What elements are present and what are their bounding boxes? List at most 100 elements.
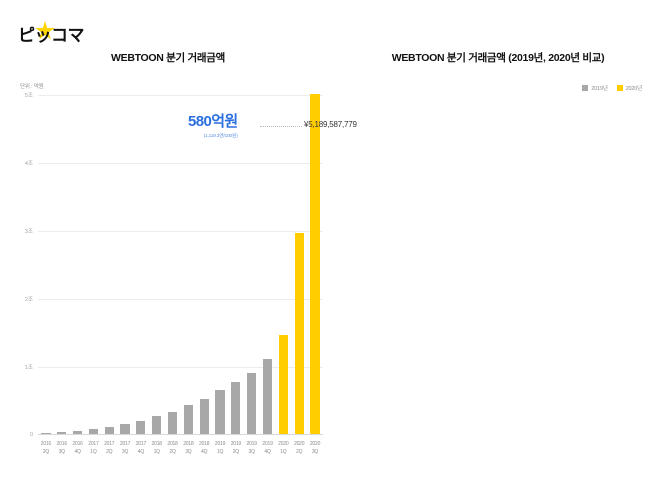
left-bar-series [38,94,323,434]
bar-slot [117,95,133,434]
x-axis-label: 2017 1Q [85,441,101,456]
x-axis-label: 2019 2Q [228,441,244,456]
bar [104,427,114,434]
x-label-quarter: 1Q [216,448,224,455]
bar-slot [133,95,149,434]
x-label-year: 2018 [199,441,210,447]
left-callout: 580억원 (1,119.3엔/100원) [188,113,238,139]
piccoma-logo: ピッコマ [18,21,85,45]
legend-label: 2019년 [591,86,608,92]
bar-slot [307,94,323,434]
x-label-quarter: 4Q [201,448,208,455]
bar [167,411,178,434]
bar [152,416,162,434]
bar-slot [54,95,70,434]
x-axis-label: 2020 3Q [307,441,323,456]
x-label-quarter: 3Q [248,448,255,455]
bar [310,94,320,434]
x-label-year: 2018 [167,441,178,447]
bar [72,430,83,434]
gridline [38,299,323,300]
x-label-year: 2018 [151,441,163,447]
x-label-quarter: 2Q [42,448,50,455]
legend-item[interactable]: 2019년 [582,84,608,92]
x-label-year: 2020 [309,441,321,447]
x-label-year: 2016 [56,441,68,447]
bar [57,431,67,434]
bar-slot [101,95,117,434]
bar [183,405,193,434]
x-label-quarter: 3Q [121,448,129,455]
bar [278,335,288,434]
bar-slot [70,95,86,434]
bar [120,424,130,434]
x-axis-label: 2020 1Q [275,441,291,456]
x-axis-label: 2018 3Q [180,441,196,456]
x-axis-label: 2018 4Q [196,441,212,456]
x-axis-label: 2016 4Q [70,441,86,456]
bar [199,398,209,434]
left-x-axis-labels: 2016 2Q 2016 3Q 2016 4Q 2017 1Q 2017 2Q 2017 3Q 2017… [38,441,323,456]
bar [215,390,225,434]
x-axis-label: 2017 3Q [117,441,133,456]
bar [136,421,146,434]
y-axis-tick: 5조 [24,93,33,99]
x-axis-label: 2016 2Q [38,441,54,456]
x-label-year: 2019 [214,441,226,447]
left-axis-line [38,434,323,435]
x-label-quarter: 2Q [232,448,239,455]
y-axis-tick: 0 [29,432,33,438]
x-label-year: 2019 [246,441,258,447]
bar-slot [291,95,307,434]
x-label-quarter: 3Q [185,448,192,455]
legend-label: 2020년 [625,86,643,92]
left-unit-label: 단위 : 억원 [20,84,44,90]
x-label-year: 2017 [88,441,99,447]
y-axis-tick: 3조 [24,229,33,235]
legend-item[interactable]: 2020년 [616,84,643,92]
x-label-year: 2019 [262,441,273,447]
bar-slot [85,95,101,434]
gridline [38,163,323,164]
x-label-quarter: 2Q [169,448,176,455]
y-axis-tick: 4조 [24,161,33,167]
bar [262,359,273,434]
logo-text: ピッコマ [18,25,85,45]
x-label-quarter: 4Q [137,448,145,455]
x-label-year: 2020 [294,441,305,447]
bar-slot [260,95,276,434]
x-label-year: 2017 [119,441,131,447]
x-label-quarter: 4Q [264,448,271,455]
right-chart-title: WEBTOON 분기 거래금액 (2019년, 2020년 비교) [391,52,605,64]
x-label-quarter: 3Q [311,448,319,455]
left-plot-area: 0 1조 2조 3조 4조 5조 2016 2Q 2016 3Q 2016 4Q 2017 1Q 2017… [25,93,357,455]
x-label-year: 2017 [135,441,147,447]
x-axis-label: 2017 2Q [101,441,117,456]
bar [41,432,51,434]
legend-swatch [582,85,589,91]
right-chart-panel: WEBTOON 분기 거래금액 (2019년, 2020년 비교) 단위 : 억… [336,0,660,479]
x-label-quarter: 3Q [58,448,65,455]
gridline [38,231,323,232]
y-axis-tick: 1조 [24,365,33,371]
left-callout-yen: ¥5,189,587,779 [304,120,357,129]
x-label-quarter: 1Q [153,448,160,455]
bar-slot [180,95,196,434]
bar-slot [275,95,291,434]
x-axis-label: 2016 3Q [54,441,70,456]
y-axis-tick: 2조 [24,297,33,303]
callout-connector-line [260,126,302,127]
bar-slot [244,95,260,434]
x-axis-label: 2018 2Q [165,441,181,456]
bar-slot [165,95,181,434]
x-label-year: 2019 [230,441,242,447]
bar [294,233,304,434]
x-axis-label: 2019 1Q [212,441,228,456]
x-axis-label: 2019 3Q [244,441,260,456]
x-label-quarter: 1Q [280,448,287,455]
bar-slot [228,95,244,434]
left-callout-value: 580억원 [188,113,238,130]
bar-slot [149,95,165,434]
right-chart-legend: 2019년 2020년 [582,84,642,92]
